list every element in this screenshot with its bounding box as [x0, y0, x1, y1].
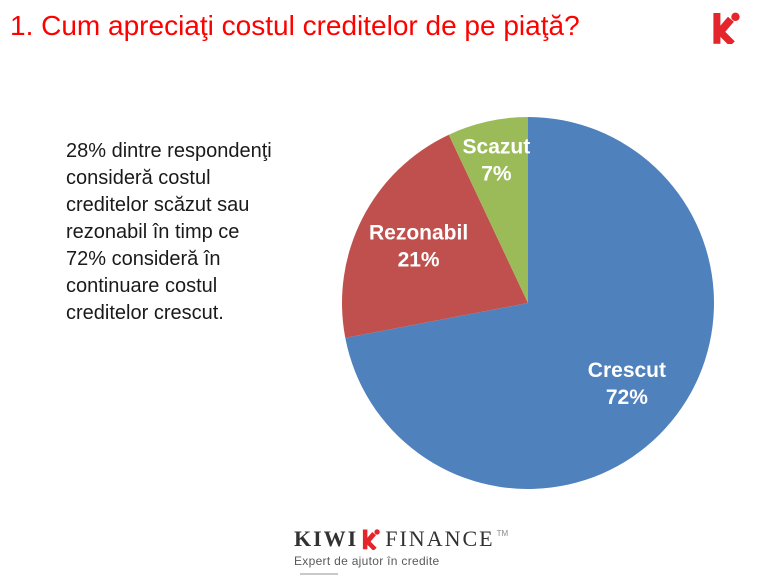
pie-chart: Crescut 72% Rezonabil 21% Scazut 7% — [330, 107, 730, 507]
brand-tagline: Expert de ajutor în credite — [294, 554, 440, 568]
brand-finance: FINANCE — [385, 526, 495, 551]
pie-slice-crescut — [345, 117, 714, 489]
kiwi-k-icon — [363, 529, 381, 550]
page-title: 1. Cum apreciaţi costul creditelor de pe… — [10, 10, 580, 41]
trademark-symbol: TM — [496, 529, 509, 538]
pie-label-crescut: Crescut 72% — [588, 359, 666, 409]
pie-slice-scazut — [448, 117, 528, 303]
pie-label-rezonabil: Rezonabil 21% — [369, 221, 468, 271]
pie-chart-svg: Crescut 72% Rezonabil 21% Scazut 7% — [341, 117, 714, 489]
pie-slice-rezonabil — [341, 134, 528, 338]
kiwi-k-logo-small — [362, 527, 381, 550]
kiwi-k-icon — [713, 12, 740, 44]
summary-text: 28% dintre respondenţi consideră costul … — [66, 140, 272, 324]
brand-kiwi: KIWI — [294, 526, 359, 551]
pie-label-scazut: Scazut 7% — [463, 135, 531, 185]
footer-brand: KIWI FINANCE TM Expert de ajutor în cred… — [294, 527, 508, 569]
footer-logo-row: KIWI FINANCE TM — [294, 527, 508, 550]
kiwi-k-logo — [712, 10, 740, 44]
bottom-edge-mark — [300, 573, 338, 575]
